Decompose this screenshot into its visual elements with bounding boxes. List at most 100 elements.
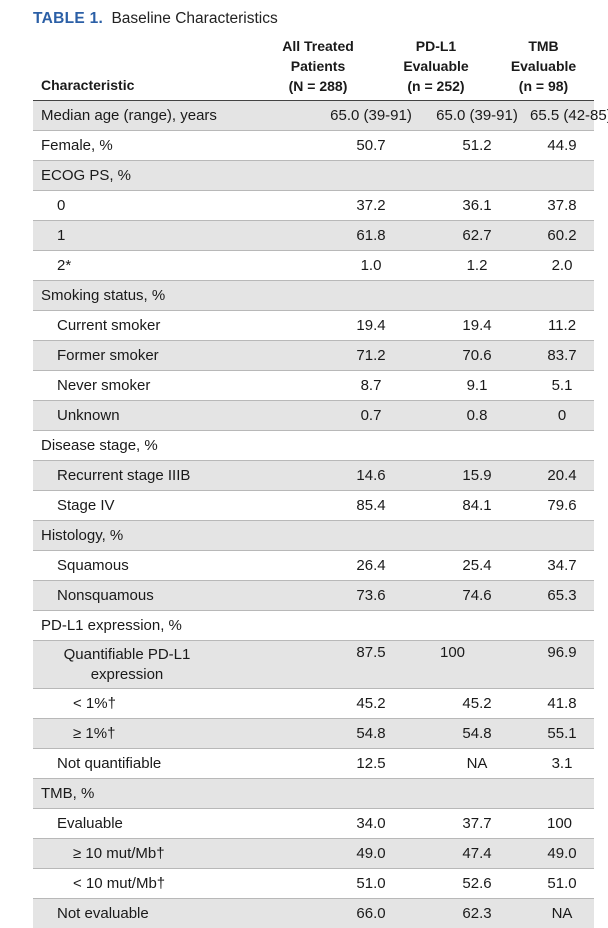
cell-all-treated: 50.7 <box>318 131 424 161</box>
cell-tmb <box>530 161 594 191</box>
cell-pdl1: 19.4 <box>424 311 530 341</box>
cell-tmb <box>530 611 594 641</box>
table-row: Quantifiable PD-L1 expression 87.5 100 9… <box>33 641 594 689</box>
cell-pdl1 <box>424 281 530 311</box>
row-label: Disease stage, % <box>33 431 318 461</box>
table-row: Squamous 26.4 25.4 34.7 <box>33 551 594 581</box>
cell-pdl1: NA <box>424 749 530 779</box>
table-row: PD-L1 expression, % <box>33 611 594 641</box>
header-characteristic: Characteristic <box>41 75 134 95</box>
table-row: Smoking status, % <box>33 281 594 311</box>
cell-all-treated <box>318 521 424 551</box>
cell-pdl1: 62.7 <box>424 221 530 251</box>
table-row: 0 37.2 36.1 37.8 <box>33 191 594 221</box>
cell-tmb: 20.4 <box>530 461 594 491</box>
cell-pdl1 <box>424 611 530 641</box>
table-row: 1 61.8 62.7 60.2 <box>33 221 594 251</box>
table-row: Histology, % <box>33 521 594 551</box>
cell-tmb: 0 <box>530 401 594 431</box>
table-number: TABLE 1. <box>33 10 103 27</box>
table-row: Disease stage, % <box>33 431 594 461</box>
cell-all-treated: 26.4 <box>318 551 424 581</box>
table-row: Recurrent stage IIIB 14.6 15.9 20.4 <box>33 461 594 491</box>
cell-pdl1: 51.2 <box>424 131 530 161</box>
table-row: Never smoker 8.7 9.1 5.1 <box>33 371 594 401</box>
table-row: < 10 mut/Mb† 51.0 52.6 51.0 <box>33 869 594 899</box>
cell-all-treated: 19.4 <box>318 311 424 341</box>
cell-pdl1: 54.8 <box>424 719 530 749</box>
cell-tmb: 37.8 <box>530 191 594 221</box>
table-title: TABLE 1. Baseline Characteristics <box>33 10 278 28</box>
row-label: 2* <box>33 251 318 281</box>
row-label: TMB, % <box>33 779 318 809</box>
cell-tmb: 83.7 <box>530 341 594 371</box>
cell-tmb: 100 <box>530 809 594 839</box>
cell-tmb: 49.0 <box>530 839 594 869</box>
table-header: Characteristic All Treated Patients (N =… <box>33 35 594 101</box>
cell-pdl1: 52.6 <box>424 869 530 899</box>
cell-all-treated: 37.2 <box>318 191 424 221</box>
cell-pdl1 <box>424 431 530 461</box>
row-label: 0 <box>33 191 318 221</box>
cell-pdl1: 45.2 <box>424 689 530 719</box>
row-label: Histology, % <box>33 521 318 551</box>
row-label: 1 <box>33 221 318 251</box>
row-label: Female, % <box>33 131 318 161</box>
table-row: Former smoker 71.2 70.6 83.7 <box>33 341 594 371</box>
row-label: Median age (range), years <box>33 101 318 131</box>
cell-all-treated: 45.2 <box>318 689 424 719</box>
cell-tmb <box>530 521 594 551</box>
row-label: Not quantifiable <box>33 749 318 779</box>
row-label: < 1%† <box>33 689 318 719</box>
cell-tmb <box>530 431 594 461</box>
cell-pdl1: 47.4 <box>424 839 530 869</box>
cell-pdl1: 70.6 <box>424 341 530 371</box>
table-row: < 1%† 45.2 45.2 41.8 <box>33 689 594 719</box>
cell-all-treated <box>318 281 424 311</box>
cell-pdl1: 25.4 <box>424 551 530 581</box>
cell-pdl1: 65.0 (39-91) <box>424 101 530 131</box>
table-row: Evaluable 34.0 37.7 100 <box>33 809 594 839</box>
cell-pdl1: 9.1 <box>424 371 530 401</box>
cell-all-treated: 8.7 <box>318 371 424 401</box>
row-label: Unknown <box>33 401 318 431</box>
cell-tmb <box>530 779 594 809</box>
cell-all-treated <box>318 779 424 809</box>
cell-tmb: 11.2 <box>530 311 594 341</box>
cell-all-treated: 34.0 <box>318 809 424 839</box>
cell-tmb: 51.0 <box>530 869 594 899</box>
table-row: 2* 1.0 1.2 2.0 <box>33 251 594 281</box>
cell-all-treated: 54.8 <box>318 719 424 749</box>
cell-tmb: 65.3 <box>530 581 594 611</box>
row-label: ≥ 1%† <box>33 719 318 749</box>
row-label: Squamous <box>33 551 318 581</box>
cell-tmb: 5.1 <box>530 371 594 401</box>
cell-pdl1: 15.9 <box>424 461 530 491</box>
cell-pdl1: 1.2 <box>424 251 530 281</box>
cell-all-treated: 61.8 <box>318 221 424 251</box>
table-row: ECOG PS, % <box>33 161 594 191</box>
header-all-treated: All Treated Patients (N = 288) <box>265 36 371 96</box>
cell-all-treated: 12.5 <box>318 749 424 779</box>
cell-pdl1: 100 <box>424 641 530 689</box>
cell-tmb: 41.8 <box>530 689 594 719</box>
table-row: Stage IV 85.4 84.1 79.6 <box>33 491 594 521</box>
row-label: Recurrent stage IIIB <box>33 461 318 491</box>
cell-tmb <box>530 281 594 311</box>
cell-tmb: 55.1 <box>530 719 594 749</box>
cell-all-treated: 51.0 <box>318 869 424 899</box>
table-row: Unknown 0.7 0.8 0 <box>33 401 594 431</box>
cell-pdl1 <box>424 161 530 191</box>
cell-pdl1: 74.6 <box>424 581 530 611</box>
cell-all-treated <box>318 161 424 191</box>
cell-pdl1 <box>424 521 530 551</box>
header-tmb-evaluable: TMB Evaluable (n = 98) <box>493 36 594 96</box>
table-row: Current smoker 19.4 19.4 11.2 <box>33 311 594 341</box>
row-label: Stage IV <box>33 491 318 521</box>
row-label: Former smoker <box>33 341 318 371</box>
row-label: Nonsquamous <box>33 581 318 611</box>
table-row: TMB, % <box>33 779 594 809</box>
cell-pdl1: 36.1 <box>424 191 530 221</box>
cell-pdl1: 37.7 <box>424 809 530 839</box>
